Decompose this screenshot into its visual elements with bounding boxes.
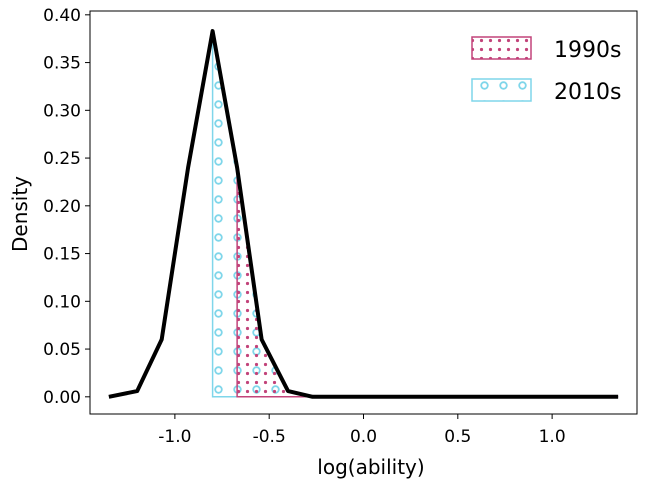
x-axis-ticks: -1.0 -0.5 0.0 0.5 1.0 bbox=[158, 414, 566, 447]
x-tick-label: -0.5 bbox=[253, 427, 286, 447]
y-tick-label: 0.40 bbox=[43, 6, 81, 26]
x-tick-label: -1.0 bbox=[158, 427, 191, 447]
y-tick-label: 0.35 bbox=[43, 54, 81, 74]
y-axis-label: Density bbox=[8, 176, 32, 252]
density-curve bbox=[108, 29, 619, 399]
x-tick-label: 0.5 bbox=[444, 427, 471, 447]
y-tick-label: 0.20 bbox=[43, 197, 81, 217]
y-tick-label: 0.15 bbox=[43, 245, 81, 265]
y-tick-label: 0.10 bbox=[43, 292, 81, 312]
legend-label-2010s: 2010s bbox=[554, 80, 621, 105]
legend-label-1990s: 1990s bbox=[554, 38, 621, 63]
curve-layer bbox=[108, 29, 619, 399]
legend-swatch-2010s-fill bbox=[471, 78, 532, 102]
legend-swatch-1990s-fill bbox=[471, 36, 532, 60]
x-axis-label: log(ability) bbox=[317, 455, 424, 479]
y-tick-label: 0.25 bbox=[43, 149, 81, 169]
y-tick-label: 0.05 bbox=[43, 340, 81, 360]
plot-frame bbox=[89, 10, 638, 415]
y-axis-ticks: 0.00 0.05 0.10 0.15 0.20 0.25 0.30 0.35 0.40 bbox=[43, 6, 90, 408]
y-tick-label: 0.30 bbox=[43, 101, 81, 121]
area-1990s bbox=[236, 167, 619, 398]
y-tick-label: 0.00 bbox=[43, 388, 81, 408]
legend: 1990s 2010s bbox=[471, 36, 621, 105]
x-tick-label: 1.0 bbox=[539, 427, 566, 447]
x-tick-label: 0.0 bbox=[350, 427, 377, 447]
